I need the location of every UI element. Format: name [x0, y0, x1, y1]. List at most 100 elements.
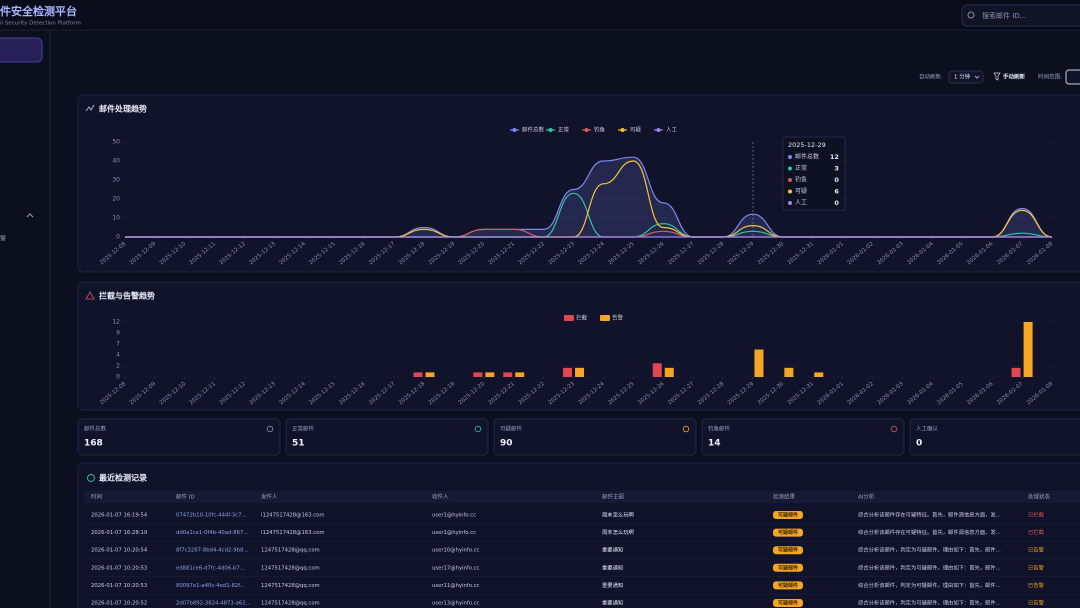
y-tick-label: 12	[112, 319, 120, 326]
y-tick-label: 20	[112, 196, 120, 203]
interval-value[interactable]: 1 分钟	[954, 73, 971, 81]
sidebar-item[interactable]: 警	[0, 235, 6, 243]
y-tick-label: 30	[112, 177, 120, 184]
status-text: 已告警	[1028, 546, 1045, 554]
warning-icon	[85, 291, 95, 300]
stat-icon	[474, 425, 482, 433]
search-placeholder[interactable]: 搜索邮件 ID...	[982, 11, 1026, 20]
trend-icon	[85, 104, 95, 112]
tooltip-value: 6	[834, 188, 839, 196]
result-text: 可疑邮件	[778, 512, 798, 519]
tooltip-name: 可疑	[795, 187, 807, 195]
app-title: 件安全检测平台	[0, 4, 77, 18]
stat-value: 0	[916, 439, 922, 449]
tooltip-value: 12	[830, 153, 839, 161]
tooltip-name: 人工	[795, 200, 807, 207]
legend-symbol	[620, 128, 625, 132]
stat-icon	[266, 425, 274, 433]
legend-symbol	[564, 315, 574, 321]
tooltip-value: 3	[834, 165, 839, 173]
stat-value: 14	[708, 439, 721, 449]
cell: 周末怎么玩啊	[602, 528, 634, 536]
column-header: 发件人	[261, 493, 278, 501]
y-tick-label: 9	[116, 330, 120, 337]
status-text: 已拦截	[1028, 528, 1045, 536]
tooltip-value: 0	[834, 176, 839, 184]
tooltip-dot	[787, 155, 792, 159]
legend-label: 正常	[558, 126, 570, 134]
result-badge	[773, 599, 803, 607]
result-text: 可疑邮件	[778, 582, 798, 589]
bar	[814, 372, 824, 377]
legend-label: 人工	[666, 127, 678, 134]
refresh-icon	[993, 72, 1001, 81]
bar	[784, 367, 794, 377]
result-text: 可疑邮件	[778, 547, 798, 554]
auto-refresh-label: 自动刷新:	[919, 73, 943, 81]
stat-card	[285, 418, 489, 456]
bar	[652, 363, 662, 377]
legend-label: 邮件总数	[522, 126, 545, 134]
cell: 2026-01-07 10:20:53	[91, 583, 147, 589]
result-badge	[773, 511, 803, 519]
bar	[1011, 367, 1021, 377]
tooltip-dot	[787, 166, 792, 171]
search-box[interactable]	[961, 4, 1080, 27]
stat-label: 邮件总数	[84, 425, 107, 433]
stat-value: 90	[500, 439, 513, 449]
tooltip-dot	[787, 178, 792, 182]
legend-label: 可疑	[630, 126, 642, 134]
legend-symbol	[512, 128, 517, 132]
block-panel	[77, 281, 1080, 411]
legend-symbol	[656, 128, 661, 132]
column-header: 时间	[91, 493, 102, 501]
bar	[1023, 322, 1033, 377]
manual-refresh[interactable]: 手动刷新	[1003, 73, 1026, 81]
stat-value: 51	[292, 439, 305, 449]
y-tick-label: 4	[116, 352, 120, 359]
cell: 1247517428@qq.com	[261, 565, 320, 571]
cell: 2026-01-07 10:20:52	[91, 601, 147, 607]
stat-card	[701, 418, 905, 456]
cell: 重要通知	[602, 563, 623, 571]
sidebar-active-item[interactable]	[0, 37, 43, 63]
result-text: 可疑邮件	[778, 600, 798, 607]
interval-select[interactable]	[948, 70, 984, 84]
status-text: 已告警	[1028, 563, 1045, 571]
top-bar	[0, 0, 1080, 30]
stat-card	[493, 418, 697, 456]
cell: user1@hyinfo.cc	[432, 513, 476, 519]
block-title: 拦截与告警趋势	[99, 291, 155, 301]
status-text: 已告警	[1028, 599, 1045, 607]
cell: 周末怎么玩啊	[602, 511, 634, 519]
cell: user17@hyinfo.cc	[432, 565, 480, 571]
trend-title: 邮件处理趋势	[99, 104, 147, 114]
cell: user13@hyinfo.cc	[432, 601, 480, 607]
tooltip-dot	[787, 201, 792, 205]
table-title: 最近检测记录	[99, 473, 147, 483]
tooltip-name: 钓鱼	[795, 176, 807, 184]
cell: 1247517428@qq.com	[261, 583, 320, 589]
stat-label: 人工确认	[916, 425, 939, 433]
cell: user1@hyinfo.cc	[432, 530, 476, 536]
clock-icon	[87, 474, 95, 482]
y-tick-label: 2	[116, 363, 120, 370]
status-text: 已告警	[1028, 581, 1045, 589]
bar	[575, 367, 585, 377]
column-header: 邮件 ID	[176, 493, 195, 501]
y-tick-label: 50	[112, 139, 120, 146]
time-range-button[interactable]	[1065, 69, 1080, 85]
collapse-chevron[interactable]	[26, 213, 34, 218]
y-tick-label: 0	[116, 234, 120, 241]
stat-card	[77, 418, 281, 456]
bar	[515, 372, 525, 377]
legend-label: 钓鱼	[594, 126, 606, 134]
cell: 重要通知	[602, 599, 623, 607]
tooltip-date: 2025-12-29	[788, 141, 826, 149]
bar	[664, 367, 674, 377]
cell: 07472b10-10fc-444f-3c7...	[176, 513, 247, 519]
stat-label: 正常邮件	[292, 425, 315, 433]
tooltip-name: 正常	[795, 164, 807, 172]
stat-label: 钓鱼邮件	[708, 425, 731, 433]
cell: ed881ce6-d7fc-4d06-b7...	[176, 565, 245, 571]
